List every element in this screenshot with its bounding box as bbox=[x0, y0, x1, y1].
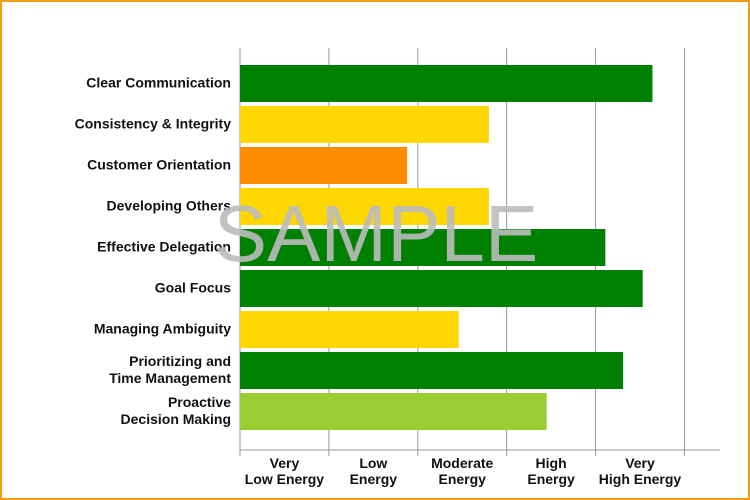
x-band-label-line: Low Energy bbox=[245, 471, 325, 487]
bar bbox=[240, 270, 643, 307]
x-band-label: Very High Energy bbox=[599, 455, 682, 487]
x-band-label-line: High Energy bbox=[599, 471, 682, 487]
category-label: Effective Delegation bbox=[97, 238, 231, 254]
category-label: Consistency & Integrity bbox=[75, 115, 232, 131]
category-label-line: Managing Ambiguity bbox=[94, 320, 231, 336]
category-label-line: Effective Delegation bbox=[97, 238, 231, 254]
x-band-label: Very Low Energy bbox=[245, 455, 325, 487]
bar bbox=[240, 147, 408, 184]
bar bbox=[240, 188, 489, 225]
bar bbox=[240, 65, 653, 102]
bar bbox=[240, 106, 489, 143]
category-label: Proactive Decision Making bbox=[121, 394, 232, 427]
x-band-label-line: Very bbox=[625, 455, 655, 471]
x-band-label: Moderate Energy bbox=[431, 455, 493, 487]
x-band-label-line: Energy bbox=[438, 471, 486, 487]
category-label-line: Goal Focus bbox=[155, 279, 231, 295]
bar bbox=[240, 229, 606, 266]
category-label: Clear Communication bbox=[86, 74, 231, 90]
x-band-label-line: Very bbox=[270, 455, 300, 471]
category-label-line: Decision Making bbox=[121, 411, 231, 427]
category-label: Prioritizing and Time Management bbox=[109, 353, 231, 386]
x-band-label: High Energy bbox=[527, 455, 575, 487]
category-label: Developing Others bbox=[107, 197, 232, 213]
x-band-label: Low Energy bbox=[350, 455, 398, 487]
category-label-line: Clear Communication bbox=[86, 74, 231, 90]
category-label: Managing Ambiguity bbox=[94, 320, 231, 336]
x-band-label-line: Moderate bbox=[431, 455, 493, 471]
bar bbox=[240, 352, 624, 389]
category-label-line: Prioritizing and bbox=[129, 353, 231, 369]
x-band-label-line: High bbox=[536, 455, 567, 471]
bar bbox=[240, 311, 459, 348]
bar bbox=[240, 393, 547, 430]
category-label-line: Customer Orientation bbox=[87, 156, 231, 172]
category-label: Customer Orientation bbox=[87, 156, 231, 172]
watermark: SAMPLE bbox=[214, 189, 539, 278]
category-label-line: Developing Others bbox=[107, 197, 232, 213]
x-band-label-line: Low bbox=[359, 455, 387, 471]
category-label-line: Proactive bbox=[168, 394, 231, 410]
category-label: Goal Focus bbox=[155, 279, 231, 295]
category-label-line: Time Management bbox=[109, 370, 231, 386]
x-band-label-line: Energy bbox=[350, 471, 398, 487]
category-label-line: Consistency & Integrity bbox=[75, 115, 232, 131]
x-band-label-line: Energy bbox=[527, 471, 575, 487]
